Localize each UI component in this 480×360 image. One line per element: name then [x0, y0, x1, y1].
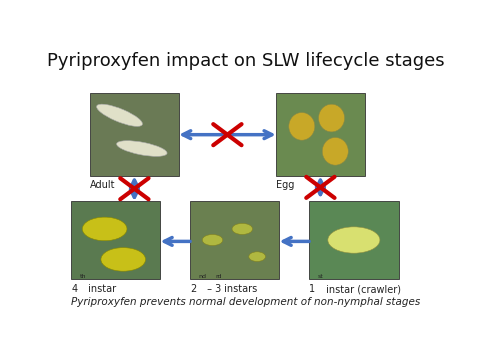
Ellipse shape [117, 141, 167, 156]
Ellipse shape [96, 104, 143, 126]
Ellipse shape [328, 227, 380, 253]
Ellipse shape [319, 104, 345, 132]
Text: th: th [80, 274, 86, 279]
Text: 4: 4 [71, 284, 77, 294]
Ellipse shape [249, 252, 265, 261]
Text: 1: 1 [309, 284, 315, 294]
Ellipse shape [83, 217, 127, 241]
FancyBboxPatch shape [276, 93, 365, 176]
Text: Egg: Egg [276, 180, 294, 190]
Text: instar: instar [85, 284, 117, 294]
Text: nd: nd [199, 274, 207, 279]
FancyBboxPatch shape [71, 201, 160, 279]
Text: Adult: Adult [90, 180, 115, 190]
FancyBboxPatch shape [90, 93, 179, 176]
Text: – 3: – 3 [204, 284, 222, 294]
Ellipse shape [232, 223, 252, 234]
Ellipse shape [101, 248, 145, 271]
Text: instars: instars [221, 284, 257, 294]
Text: 2: 2 [190, 284, 196, 294]
Text: Pyriproxyfen prevents normal development of non-nymphal stages: Pyriproxyfen prevents normal development… [72, 297, 420, 307]
Text: instar (crawler): instar (crawler) [324, 284, 401, 294]
Ellipse shape [289, 112, 315, 140]
Text: rd: rd [216, 274, 222, 279]
FancyBboxPatch shape [190, 201, 279, 279]
Ellipse shape [322, 138, 348, 165]
FancyBboxPatch shape [309, 201, 398, 279]
Ellipse shape [202, 234, 223, 246]
Text: Pyriproxyfen impact on SLW lifecycle stages: Pyriproxyfen impact on SLW lifecycle sta… [47, 51, 445, 69]
Text: st: st [318, 274, 324, 279]
